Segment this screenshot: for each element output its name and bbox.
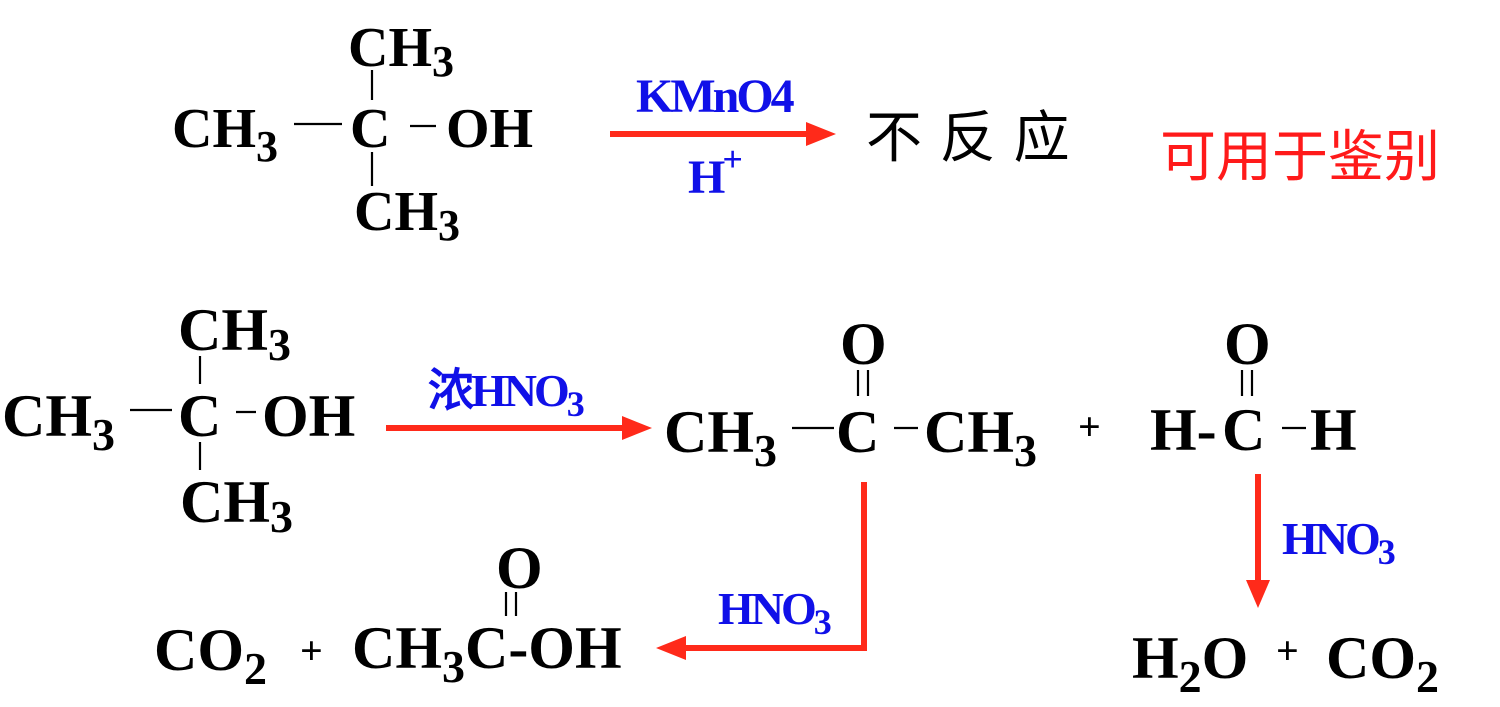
products-aldehyde-branch: H2O + CO2: [1132, 625, 1439, 702]
reactant-tert-butanol-2: CH3 CH3 C OH CH3: [2, 297, 355, 542]
no-reaction-text: 不 反 应: [866, 106, 1070, 171]
methyl-left: CH3: [664, 399, 777, 476]
hydrogen-right: H: [1310, 397, 1357, 463]
methyl-top: CH3: [178, 297, 291, 370]
reagent-acid: H+: [688, 139, 741, 204]
plus-sign: +: [1078, 404, 1101, 449]
arrow-ketone-oxidation: HNO3: [656, 482, 867, 660]
methyl-left: CH3: [2, 383, 115, 460]
acetic-acid: CH3C-OH: [352, 615, 622, 692]
hydroxyl: OH: [446, 98, 533, 160]
carbon-dioxide: CO2: [1326, 625, 1439, 702]
plus-sign: +: [1276, 628, 1299, 673]
reagent-kmno4: KMnO4: [636, 70, 795, 123]
central-carbon: C: [178, 383, 221, 449]
methyl-left: CH3: [172, 98, 278, 171]
identification-note: 可用于鉴别: [1160, 125, 1440, 190]
reactant-tert-butanol-1: CH3 CH3 C OH CH3: [172, 17, 533, 250]
arrow-line: [684, 482, 867, 651]
arrow-kmno4: KMnO4 H+: [610, 70, 836, 204]
reagent-conc-nitric: 浓HNO3: [428, 365, 584, 424]
reagent-nitric: HNO3: [718, 583, 831, 642]
hydrogen-left: H-: [1150, 397, 1217, 463]
product-acetone: O CH3 C CH3: [664, 311, 1037, 476]
carbonyl-carbon: C: [836, 399, 879, 465]
arrow-head: [806, 122, 836, 146]
central-carbon: C: [350, 98, 390, 160]
carbon-dioxide: CO2: [154, 617, 267, 694]
plus-sign: +: [300, 628, 323, 673]
carbonyl-oxygen: O: [840, 311, 887, 377]
methyl-right: CH3: [924, 399, 1037, 476]
product-formaldehyde: O H- C H: [1150, 311, 1357, 463]
arrow-head: [1246, 580, 1270, 608]
methyl-top: CH3: [348, 17, 454, 86]
water: H2O: [1132, 625, 1248, 702]
reagent-nitric: HNO3: [1282, 513, 1395, 572]
carbonyl-oxygen: O: [1224, 311, 1271, 377]
arrow-nitric-conc: 浓HNO3: [386, 365, 652, 440]
arrow-aldehyde-oxidation: HNO3: [1246, 474, 1398, 608]
hydroxyl: OH: [262, 383, 355, 449]
acid-carbonyl-oxygen: O: [496, 535, 543, 601]
products-ketone-branch: CO2 + O CH3C-OH: [154, 535, 622, 694]
methyl-bottom: CH3: [354, 181, 460, 250]
carbonyl-carbon: C: [1222, 397, 1265, 463]
methyl-bottom: CH3: [180, 469, 293, 542]
arrow-head: [656, 636, 686, 660]
arrow-head: [622, 416, 652, 440]
